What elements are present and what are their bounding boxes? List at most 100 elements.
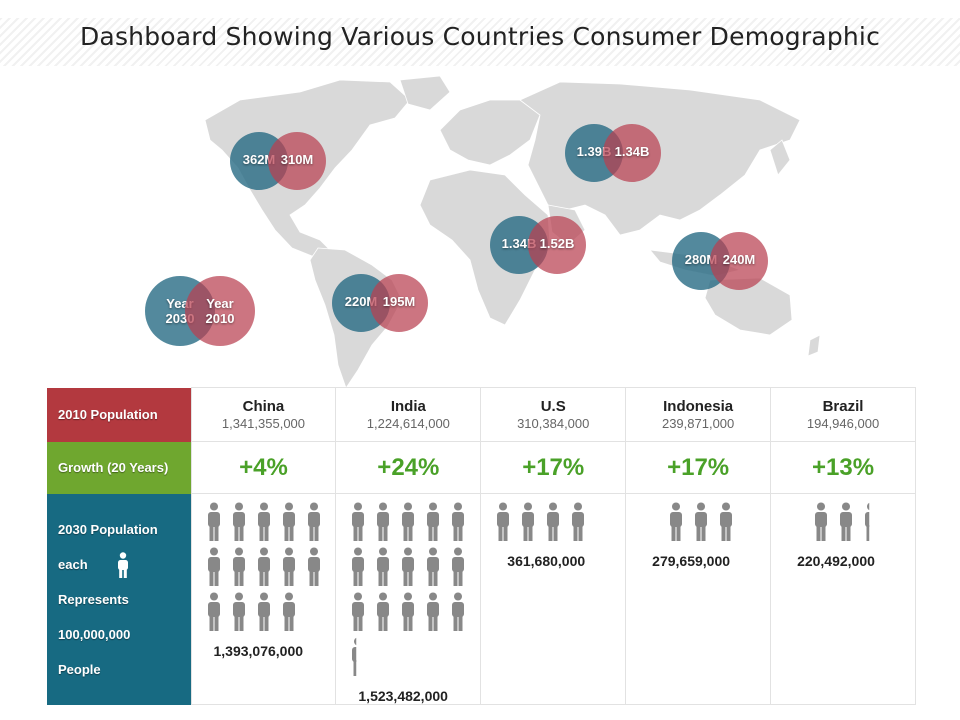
person-icon [307, 547, 320, 586]
person-icon [118, 552, 129, 579]
person-icon [402, 592, 415, 631]
cell-us-2010: U.S 310,384,000 [480, 387, 627, 442]
person-icon [452, 547, 465, 586]
country-name: China [242, 398, 285, 415]
country-name: India [390, 398, 426, 415]
person-icon [377, 502, 390, 541]
person-icon [377, 592, 390, 631]
person-icon [232, 547, 245, 586]
person-icon [522, 502, 535, 541]
page-title: Dashboard Showing Various Countries Cons… [79, 22, 881, 51]
people-china: 1,393,076,000 [190, 493, 337, 705]
person-icon [814, 502, 827, 541]
label-2030-line3: Represents [58, 591, 129, 607]
person-icon [307, 502, 320, 541]
japan-shape [769, 139, 791, 176]
person-icon [839, 502, 852, 541]
people-us: 361,680,000 [480, 493, 627, 705]
cell-brazil-2010: Brazil 194,946,000 [770, 387, 916, 442]
label-2030-population: 2030 Population each Represents 100,000,… [47, 493, 191, 705]
row-2010-population: 2010 Population China 1,341,355,000 India… [47, 387, 916, 442]
label-growth: Growth (20 Years) [47, 441, 191, 494]
greenland-shape [399, 75, 451, 111]
bubble-value: 310M [280, 152, 314, 167]
row-growth: Growth (20 Years) +4% +24% +17% +17% +13… [47, 441, 916, 494]
bubble-red: 1.52B [528, 216, 586, 274]
country-name: U.S [540, 398, 566, 415]
person-icon [257, 502, 270, 541]
legend-red-line2: 2010 [205, 311, 235, 326]
person-icon [352, 637, 357, 676]
cell-indonesia-2010: Indonesia 239,871,000 [625, 387, 772, 442]
cell-china-2010: China 1,341,355,000 [190, 387, 337, 442]
people-group [643, 502, 768, 547]
africa-shape [419, 169, 551, 326]
pop-2030-total: 361,680,000 [507, 553, 586, 569]
country-pop-2010: 239,871,000 [661, 416, 735, 431]
person-icon [427, 592, 440, 631]
person-icon [232, 502, 245, 541]
person-icon [452, 592, 465, 631]
country-pop-2010: 194,946,000 [806, 416, 880, 431]
demographic-table: 2010 Population China 1,341,355,000 India… [47, 387, 916, 705]
person-icon [402, 502, 415, 541]
person-icon [232, 592, 245, 631]
bubble-value: 1.34B [501, 236, 537, 251]
title-band [0, 18, 960, 66]
person-icon [257, 547, 270, 586]
pop-2030-total: 279,659,000 [652, 553, 731, 569]
bubble-pair-brazil: 220M 195M [332, 274, 428, 332]
person-icon [352, 502, 365, 541]
bubble-value: 195M [382, 294, 416, 309]
bubble-pair-india: 1.34B 1.52B [490, 216, 586, 274]
people-indonesia: 279,659,000 [625, 493, 772, 705]
bubble-value: 1.39B [576, 144, 612, 159]
label-2030-line1: 2030 Population [58, 521, 158, 537]
country-pop-2010: 1,341,355,000 [221, 416, 306, 431]
bubble-pair-us: 362M 310M [230, 132, 326, 190]
person-icon [352, 592, 365, 631]
people-group [495, 502, 620, 547]
people-group [788, 502, 913, 547]
growth-india: +24% [335, 441, 482, 494]
legend-red-bubble: Year 2010 [185, 276, 255, 346]
bubble-pair-indonesia: 280M 240M [672, 232, 768, 290]
pop-2030-total: 220,492,000 [797, 553, 875, 569]
bubble-value: 220M [344, 294, 378, 309]
row-2030-population: 2030 Population each Represents 100,000,… [47, 493, 916, 705]
label-each: each [58, 556, 88, 572]
people-group [350, 502, 475, 682]
person-icon [864, 502, 869, 541]
person-icon [669, 502, 682, 541]
pop-2030-total: 1,393,076,000 [213, 643, 304, 659]
europe-shape [439, 99, 541, 166]
person-icon [427, 547, 440, 586]
label-2030-line5: People [58, 661, 101, 677]
bubble-pair-china: 1.39B 1.34B [565, 124, 661, 182]
person-icon [377, 547, 390, 586]
people-group [206, 502, 331, 637]
cell-india-2010: India 1,224,614,000 [335, 387, 482, 442]
bubble-value: 1.52B [539, 236, 575, 251]
world-map [204, 75, 821, 389]
bubble-red: 310M [268, 132, 326, 190]
person-icon [427, 502, 440, 541]
country-pop-2010: 1,224,614,000 [366, 416, 450, 431]
bubble-red: 240M [710, 232, 768, 290]
growth-china: +4% [190, 441, 337, 494]
bubble-value: 280M [684, 252, 718, 267]
person-icon [352, 547, 365, 586]
person-icon [207, 547, 220, 586]
people-brazil: 220,492,000 [770, 493, 916, 705]
person-icon [207, 592, 220, 631]
person-icon [207, 502, 220, 541]
person-icon [572, 502, 585, 541]
country-name: Indonesia [663, 398, 734, 415]
country-name: Brazil [822, 398, 864, 415]
person-icon [452, 502, 465, 541]
person-icon [282, 502, 295, 541]
label-2030-line2: each [58, 547, 191, 582]
person-icon [257, 592, 270, 631]
australia-shape [704, 277, 793, 336]
bubble-value: 362M [242, 152, 276, 167]
